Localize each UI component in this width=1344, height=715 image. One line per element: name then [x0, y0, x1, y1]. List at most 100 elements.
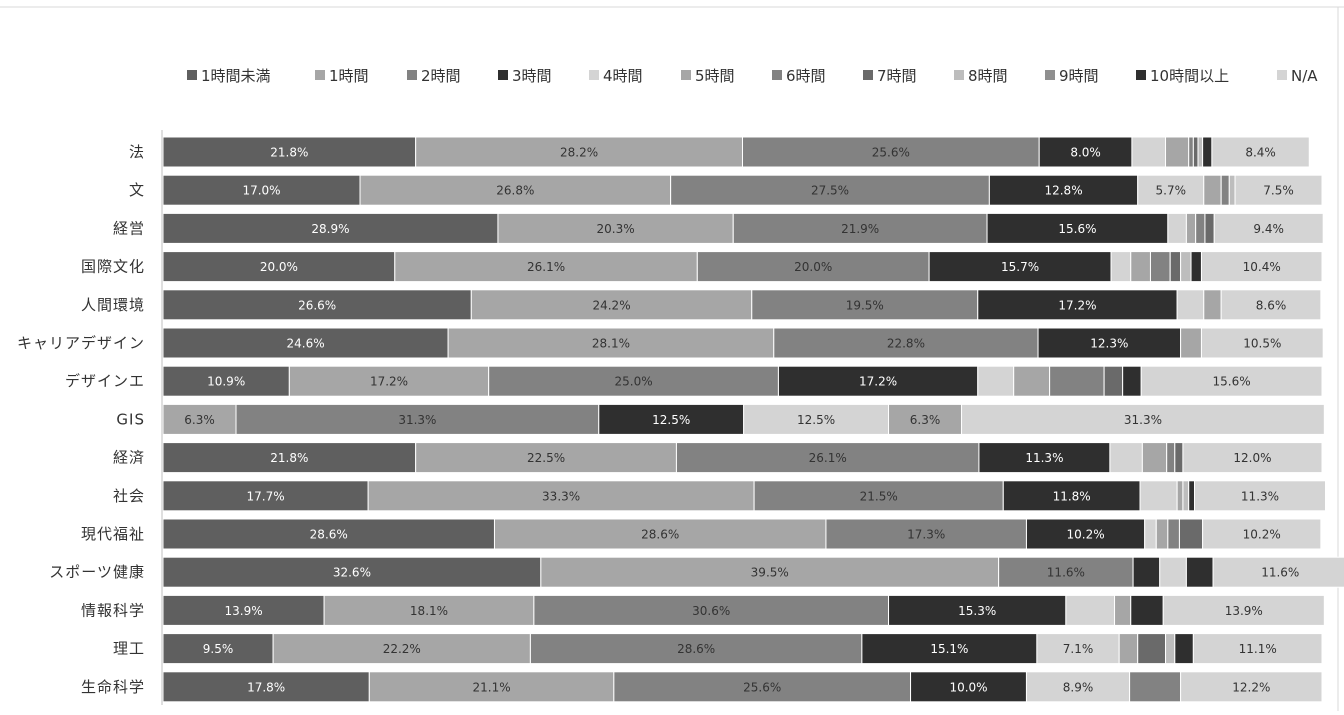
bar-segment	[1182, 442, 1323, 474]
data-label: 5.7%	[1156, 184, 1187, 198]
data-label: 6.3%	[184, 413, 215, 427]
legend-item: 9時間	[1045, 67, 1099, 85]
data-label: 17.8%	[247, 680, 285, 694]
bar-segment	[1167, 212, 1187, 244]
data-label: 22.8%	[887, 337, 925, 351]
legend-swatch	[681, 70, 691, 80]
bar-row	[162, 442, 1323, 474]
legend-item: 5時間	[681, 67, 735, 85]
bar-row	[162, 327, 1324, 359]
bar-segment	[1192, 136, 1199, 168]
bar-segment	[359, 174, 672, 206]
legend-label: 1時間	[329, 67, 369, 85]
legend-label: 9時間	[1059, 67, 1099, 85]
bar-segment	[825, 518, 1027, 550]
bar-segment	[928, 251, 1112, 283]
category-label: 文	[129, 181, 145, 199]
data-label: 17.3%	[907, 528, 945, 542]
legend-swatch	[1045, 70, 1055, 80]
bar-segment	[323, 594, 535, 626]
data-label: 33.3%	[542, 489, 580, 503]
data-label: 17.2%	[370, 375, 408, 389]
bar-segment	[753, 480, 1004, 512]
legend-item: 2時間	[407, 67, 461, 85]
bar-segment	[1203, 289, 1222, 321]
bar-segment	[978, 442, 1111, 474]
legend-item: 1時間未満	[187, 67, 271, 85]
bar-segment	[1200, 327, 1324, 359]
data-label: 11.1%	[1239, 642, 1277, 656]
bar-row	[162, 289, 1322, 321]
bar-row	[162, 633, 1323, 665]
data-label: 10.0%	[949, 680, 987, 694]
bar-segment	[162, 442, 417, 474]
legend-label: N/A	[1291, 67, 1318, 85]
bar-segment	[1213, 212, 1324, 244]
bar-segment	[162, 518, 495, 550]
data-label: 9.4%	[1253, 222, 1284, 236]
bar-row	[162, 403, 1325, 435]
data-label: 10.4%	[1243, 260, 1281, 274]
category-label: キャリアデザイン	[17, 334, 145, 352]
bar-segment	[1228, 174, 1236, 206]
legend-item: 1時間	[315, 67, 369, 85]
data-label: 24.6%	[286, 337, 324, 351]
bar-segment	[1049, 365, 1105, 397]
bar-segment	[598, 403, 745, 435]
category-label: 経済	[113, 449, 145, 467]
data-label: 17.2%	[859, 375, 897, 389]
data-label: 31.3%	[1124, 413, 1162, 427]
bar-segment	[1185, 212, 1197, 244]
bar-segment	[1065, 594, 1116, 626]
bar-segment	[1195, 212, 1206, 244]
bar-segment	[1037, 327, 1182, 359]
legend-item: 3時間	[498, 67, 552, 85]
category-label: 生命科学	[81, 678, 145, 696]
bar-segment	[613, 671, 912, 703]
category-label: 人間環境	[81, 296, 145, 314]
bar-segment	[1174, 633, 1194, 665]
bar-segment	[367, 480, 755, 512]
bar-row	[162, 480, 1326, 512]
bar-segment	[272, 633, 531, 665]
bar-segment	[540, 556, 1000, 588]
data-label: 11.3%	[1241, 489, 1279, 503]
data-label: 17.7%	[247, 489, 285, 503]
data-label: 21.1%	[473, 680, 511, 694]
legend-label: 8時間	[968, 67, 1008, 85]
legend-label: 7時間	[877, 67, 917, 85]
legend-label: 10時間以上	[1150, 67, 1229, 85]
data-label: 28.6%	[677, 642, 715, 656]
data-label: 28.9%	[311, 222, 349, 236]
data-label: 15.7%	[1001, 260, 1039, 274]
bar-segment	[488, 365, 779, 397]
bar-segment	[1200, 251, 1323, 283]
legend-swatch	[1277, 70, 1287, 80]
legend-item: 6時間	[772, 67, 826, 85]
legend-swatch	[315, 70, 325, 80]
bar-row	[162, 518, 1322, 550]
bar-segment	[1025, 518, 1146, 550]
bar-segment	[1137, 633, 1167, 665]
bar-segment	[1130, 251, 1151, 283]
legend-label: 5時間	[695, 67, 735, 85]
category-label: GIS	[116, 410, 145, 428]
bar-segment	[162, 556, 542, 588]
bar-segment	[1162, 594, 1325, 626]
data-label: 10.2%	[1243, 528, 1281, 542]
bar-segment	[675, 442, 980, 474]
bar-row	[162, 594, 1325, 626]
data-label: 13.9%	[224, 604, 262, 618]
data-label: 21.8%	[270, 146, 308, 160]
bar-segment	[961, 403, 1325, 435]
bar-segment	[1165, 136, 1190, 168]
bar-row	[162, 556, 1344, 588]
data-label: 11.3%	[1025, 451, 1063, 465]
bar-segment	[696, 251, 930, 283]
data-label: 21.9%	[841, 222, 879, 236]
bar-segment	[533, 594, 890, 626]
bar-segment	[777, 365, 979, 397]
data-label: 39.5%	[751, 566, 789, 580]
category-label: 国際文化	[81, 258, 145, 276]
